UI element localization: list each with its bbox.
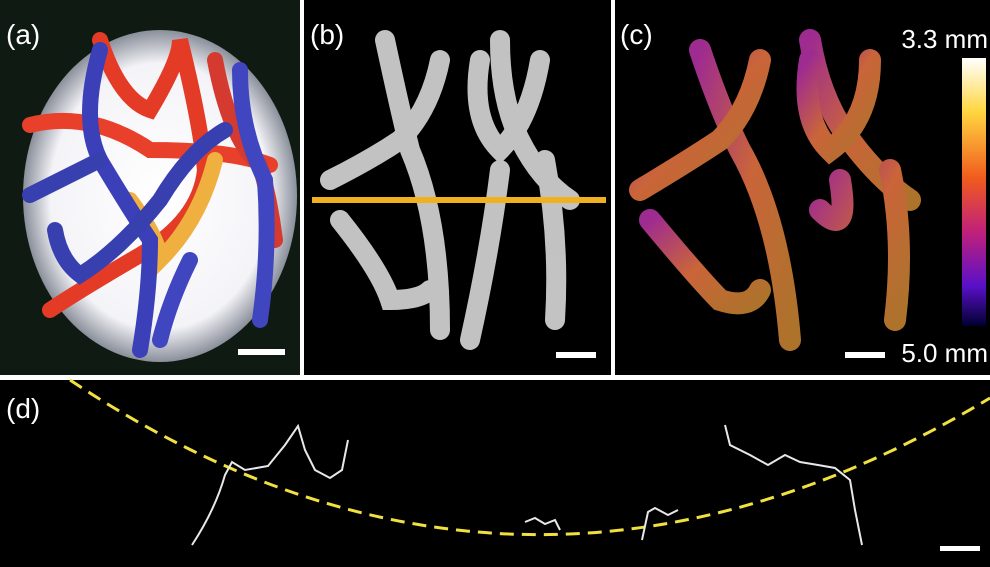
panel-background: [0, 380, 990, 567]
scale-bar: [940, 546, 980, 551]
vessels: [22, 32, 283, 358]
panel-d: (d): [0, 378, 990, 567]
colorbar-top-label: 3.3 mm: [901, 24, 988, 54]
panel-label: (c): [620, 19, 653, 50]
panel-label: (b): [310, 19, 344, 50]
scale-bar: [238, 349, 285, 355]
panel-label: (a): [6, 19, 40, 50]
fit-curve: [69, 378, 990, 537]
colorbar: [962, 58, 986, 326]
panel-label: (d): [6, 393, 40, 424]
scale-bar: [556, 352, 596, 358]
profiles: [191, 423, 863, 546]
panel-c: 3.3 mm 5.0 mm (c): [615, 0, 990, 375]
panel-a: (a): [0, 0, 300, 375]
scale-bar: [845, 352, 885, 358]
vessels: [629, 29, 921, 351]
vessels: [320, 30, 580, 350]
panel-b: (b): [304, 0, 611, 375]
colorbar-bottom-label: 5.0 mm: [901, 338, 988, 368]
